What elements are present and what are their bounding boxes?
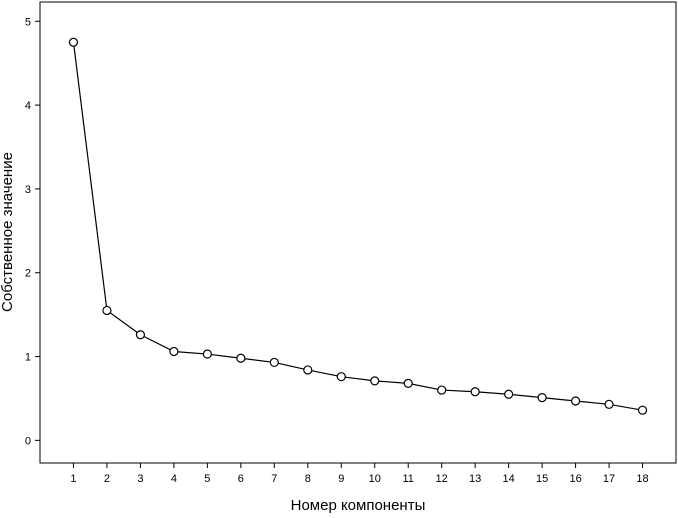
- x-tick-label: 14: [503, 473, 515, 485]
- x-tick-label: 11: [402, 473, 413, 485]
- data-point: [604, 399, 614, 409]
- data-point: [336, 372, 346, 382]
- x-tick-label: 6: [238, 473, 244, 485]
- data-point: [303, 365, 313, 375]
- x-tick-label: 8: [305, 473, 311, 485]
- y-axis-ticks: 0 1 2 3 4 5: [25, 16, 40, 447]
- x-tick-label: 10: [369, 473, 381, 485]
- data-point: [470, 387, 480, 397]
- y-axis-title: Собственное значение: [0, 152, 16, 312]
- x-tick-label: 12: [436, 473, 448, 485]
- x-tick-label: 13: [469, 473, 481, 485]
- data-point: [437, 385, 447, 395]
- data-point: [504, 389, 514, 399]
- x-tick-label: 3: [137, 473, 143, 485]
- y-tick-label: 1: [25, 352, 31, 364]
- data-point: [570, 396, 581, 406]
- x-tick-label: 17: [603, 473, 615, 485]
- x-tick-label: 15: [536, 473, 548, 485]
- data-point: [403, 378, 413, 388]
- series-line: [72, 42, 643, 411]
- x-axis-ticks: 1 2 3 4 5 6 7 8 9 10 11 12 13 14 15 16 17 18: [70, 463, 649, 485]
- data-point: [68, 37, 79, 47]
- x-tick-label: 4: [171, 473, 177, 485]
- data-point: [269, 357, 279, 368]
- x-tick-label: 18: [636, 473, 648, 485]
- x-tick-label: 9: [338, 473, 344, 485]
- x-tick-label: 7: [271, 473, 277, 485]
- y-tick-label: 0: [25, 435, 31, 447]
- x-tick-label: 1: [70, 473, 76, 485]
- data-point: [102, 305, 112, 316]
- data-point: [370, 376, 380, 386]
- x-tick-label: 5: [204, 473, 210, 485]
- data-point: [537, 393, 547, 403]
- data-point: [202, 349, 212, 359]
- data-point: [135, 330, 146, 340]
- x-tick-label: 2: [104, 473, 110, 485]
- x-tick-label: 16: [569, 473, 581, 485]
- x-axis-title: Номер компоненты: [291, 497, 426, 513]
- data-point: [236, 353, 246, 363]
- y-tick-label: 5: [25, 16, 31, 28]
- data-points: [68, 37, 648, 415]
- y-tick-label: 4: [25, 100, 31, 112]
- data-point: [169, 346, 179, 357]
- y-tick-label: 2: [25, 268, 31, 280]
- plot-frame: [39, 1, 677, 464]
- data-point: [637, 405, 648, 415]
- y-tick-label: 3: [25, 184, 31, 196]
